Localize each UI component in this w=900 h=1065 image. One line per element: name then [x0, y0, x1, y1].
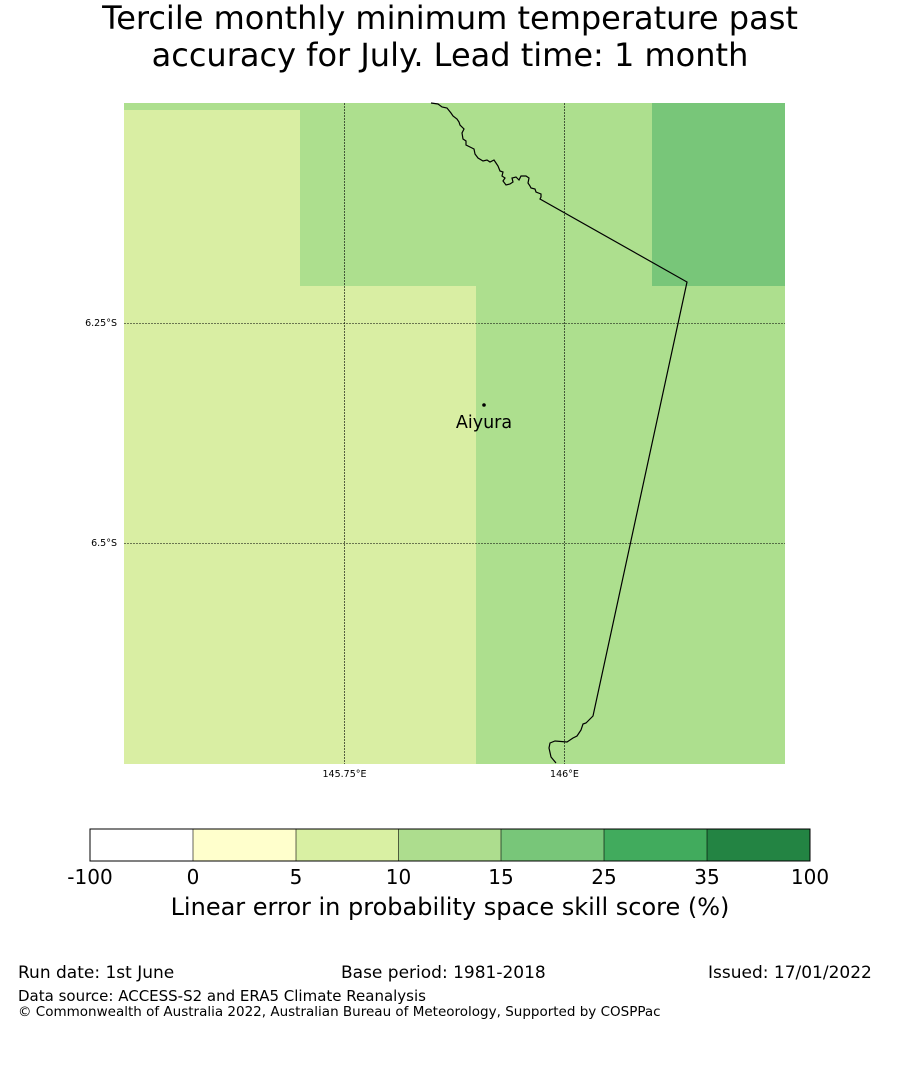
colorbar-segment — [398, 829, 501, 861]
colorbar-segment — [296, 829, 399, 861]
map-panel: Aiyura 6.25°S 6.5°S 145.75°E 146°E — [85, 102, 785, 780]
colorbar: -100 0 5 10 15 25 35 100 — [67, 828, 829, 889]
lat-label-6-5: 6.5°S — [91, 538, 117, 549]
colorbar-tick-label: 25 — [591, 865, 616, 889]
title-line-1: Tercile monthly minimum temperature past — [102, 0, 798, 37]
colorbar-label: Linear error in probability space skill … — [170, 893, 730, 921]
colorbar-tick-label: 35 — [694, 865, 719, 889]
aiyura-label: Aiyura — [456, 413, 512, 433]
colorbar-dividers — [192, 829, 708, 861]
issued-date: Issued: 17/01/2022 — [708, 963, 872, 983]
colorbar-segment — [90, 829, 193, 861]
colorbar-segment — [707, 829, 810, 861]
lon-label-145-75: 145.75°E — [323, 769, 367, 780]
lon-label-146: 146°E — [550, 769, 579, 780]
colorbar-tick-label: 100 — [791, 865, 829, 889]
base-period: Base period: 1981-2018 — [341, 963, 546, 983]
title-line-2: accuracy for July. Lead time: 1 month — [151, 36, 749, 74]
colorbar-tick-label: 5 — [290, 865, 303, 889]
colorbar-tick-label: 0 — [187, 865, 200, 889]
lat-label-6-25: 6.25°S — [85, 318, 117, 329]
colorbar-segment — [193, 829, 296, 861]
skill-cell-15-25 — [652, 103, 785, 286]
colorbar-segment — [604, 829, 707, 861]
chart-title: Tercile monthly minimum temperature past… — [0, 0, 900, 74]
colorbar-frame — [89, 828, 811, 862]
skill-cell-10-15 — [476, 286, 785, 764]
copyright: © Commonwealth of Australia 2022, Austra… — [18, 1004, 661, 1020]
run-date: Run date: 1st June — [18, 963, 175, 983]
aiyura-marker — [482, 403, 486, 407]
colorbar-tick-label: 15 — [488, 865, 513, 889]
colorbar-segment — [501, 829, 604, 861]
colorbar-tick-label: -100 — [67, 865, 112, 889]
data-source: Data source: ACCESS-S2 and ERA5 Climate … — [18, 987, 426, 1005]
colorbar-tick-label: 10 — [386, 865, 411, 889]
border-line — [430, 102, 688, 764]
